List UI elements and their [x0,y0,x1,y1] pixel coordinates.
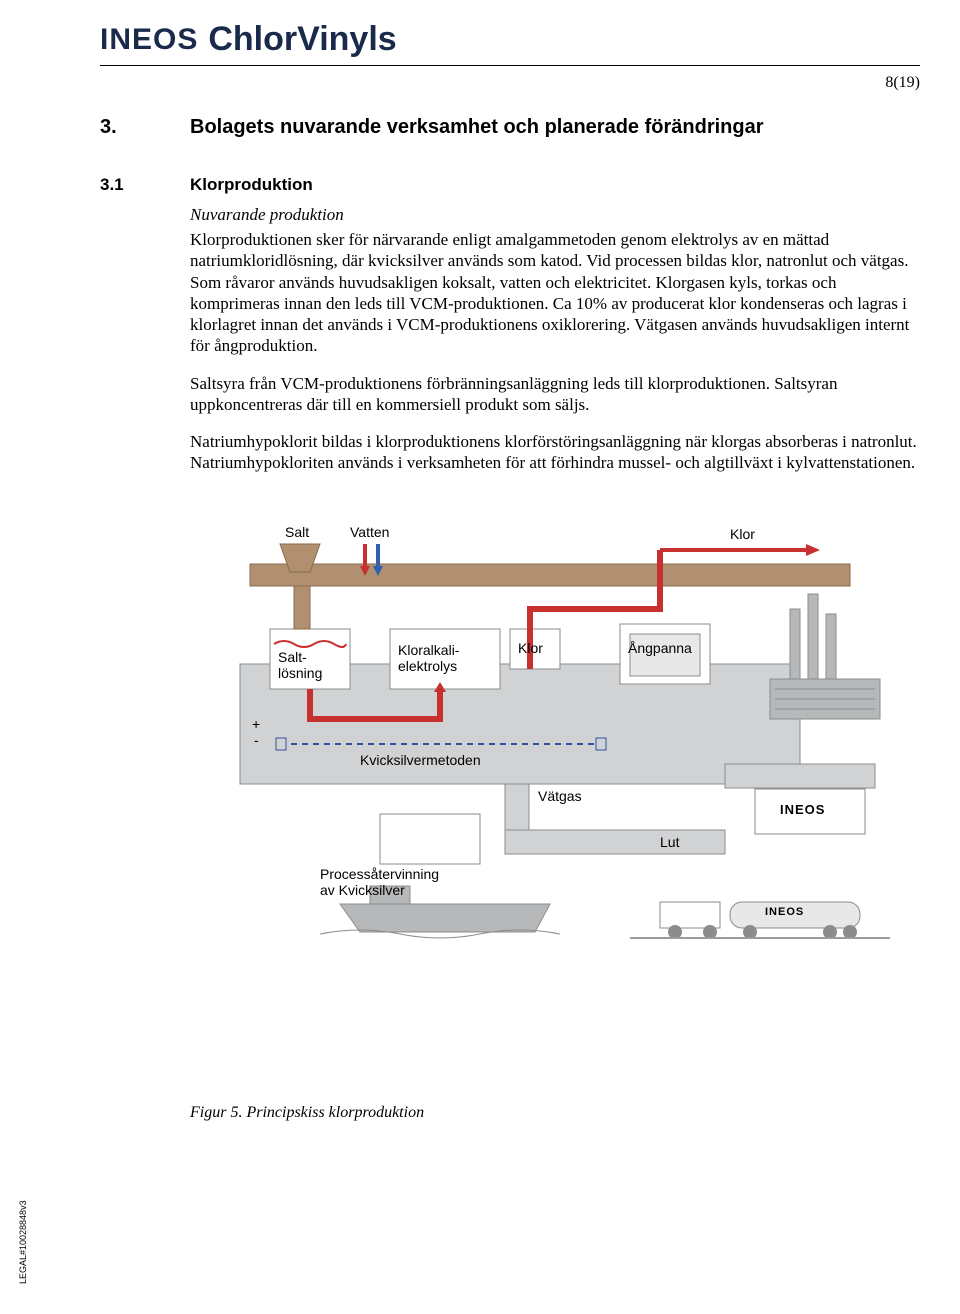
figure-caption: Figur 5. Principskiss klorproduktion [190,1104,920,1122]
diagram-label-klor-top: Klor [730,526,755,542]
diagram-svg [190,514,910,944]
page-container: INEOS ChlorVinyls 8(19) 3. Bolagets nuva… [0,0,960,1142]
diagram-label-klor-mid: Klor [518,640,543,656]
side-document-code: LEGAL#10028848v3 [18,1200,28,1284]
diagram-label-vatten: Vatten [350,524,389,540]
section-number: 3. [100,116,190,139]
header: INEOS ChlorVinyls [100,20,920,66]
diagram-label-process: Processåtervinning av Kvicksilver [320,866,439,898]
diagram-label-kvicksilver: Kvicksilvermetoden [360,752,481,768]
logo-chlorvinyls: ChlorVinyls [208,20,396,59]
content-block: Nuvarande produktion Klorproduktionen sk… [190,205,920,474]
diagram-label-plus: + [252,716,260,732]
diagram-label-ineos-box: INEOS [780,802,825,817]
paragraph-1: Klorproduktionen sker för närvarande enl… [190,229,920,357]
page-number: 8(19) [885,74,920,92]
logo-ineos: INEOS [100,23,198,57]
paragraph-2: Saltsyra från VCM-produktionens förbränn… [190,373,920,416]
section-heading: 3. Bolagets nuvarande verksamhet och pla… [100,116,920,139]
diagram-label-lut: Lut [660,834,679,850]
diagram-label-salt: Salt [285,524,309,540]
subsection-title: Klorproduktion [190,175,313,195]
diagram-label-vatgas: Vätgas [538,788,582,804]
diagram-label-saltlosning: Salt- lösning [278,649,322,681]
subsection-subtitle: Nuvarande produktion [190,205,920,225]
paragraph-3: Natriumhypoklorit bildas i klorproduktio… [190,431,920,474]
process-diagram: Salt Vatten Klor Salt- lösning Kloralkal… [190,514,910,944]
diagram-label-angpanna: Ångpanna [628,640,692,656]
diagram-label-minus: - [254,732,259,748]
diagram-label-ineos-truck: INEOS [765,906,804,918]
diagram-label-kloralkali: Kloralkali- elektrolys [398,642,459,674]
section-title: Bolagets nuvarande verksamhet och planer… [190,116,764,139]
subsection-number: 3.1 [100,175,190,195]
subsection-heading: 3.1 Klorproduktion [100,175,920,195]
